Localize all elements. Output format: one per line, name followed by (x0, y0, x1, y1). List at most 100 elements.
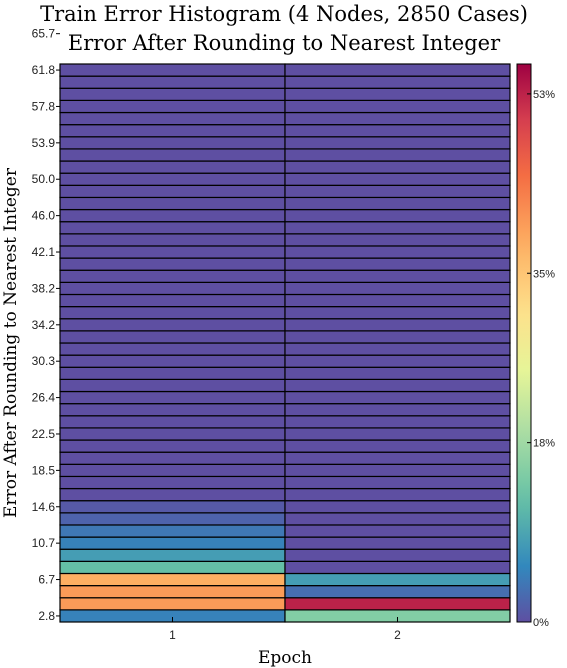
heatmap-cell (59, 403, 286, 417)
x-tick-label: 2 (394, 628, 401, 642)
heatmap-cell (59, 366, 286, 380)
heatmap-cell (59, 306, 286, 320)
heatmap-cell (284, 585, 511, 599)
heatmap-cell (59, 378, 286, 393)
heatmap-cell (59, 572, 286, 587)
heatmap-cell (59, 536, 286, 550)
heatmap-cell (284, 415, 511, 429)
y-tick-label: 22.5 (32, 427, 56, 441)
heatmap-cell (59, 269, 286, 283)
heatmap-cell (284, 451, 511, 465)
colorbar-tick-label: 53% (533, 89, 555, 101)
heatmap-cell (284, 124, 511, 138)
heatmap-cell (284, 500, 511, 514)
heatmap-cell (284, 427, 511, 441)
heatmap-cell (284, 184, 511, 199)
heatmap-cell (284, 487, 511, 502)
heatmap-cell (59, 475, 286, 490)
heatmap-cell (284, 512, 511, 526)
heatmap-cell (59, 111, 286, 126)
heatmap-cell (284, 306, 511, 320)
heatmap-cell (59, 257, 286, 271)
heatmap-cell (59, 124, 286, 138)
heatmap-cell (284, 390, 511, 405)
plot-frame (59, 63, 511, 623)
heatmap-cell (59, 585, 286, 599)
heatmap-cell (284, 293, 511, 308)
chart-title: Train Error Histogram (4 Nodes, 2850 Cas… (40, 2, 528, 26)
y-tick-label: 2.8 (38, 609, 55, 623)
y-tick-label: 18.5 (32, 463, 56, 477)
heatmap-cell (284, 354, 511, 368)
heatmap-cell (284, 148, 511, 162)
heatmap-cell (284, 439, 511, 453)
colorbar-ticks: 0% 18% 35% 53% (527, 89, 555, 629)
heatmap-cell (59, 439, 286, 453)
heatmap-cell (59, 221, 286, 235)
heatmap-cell (284, 99, 511, 114)
heatmap-cell (284, 281, 511, 296)
heatmap-cell (59, 390, 286, 405)
heatmap-cell (284, 245, 511, 259)
heatmap-cell (59, 245, 286, 259)
heatmap-cell (284, 87, 511, 101)
heatmap-cell (284, 257, 511, 271)
heatmap-cell (59, 500, 286, 514)
y-tick-label: 50.0 (32, 172, 56, 186)
heatmap-cell (284, 536, 511, 550)
y-tick-label: 34.2 (32, 318, 56, 332)
heatmap-cell (59, 427, 286, 441)
heatmap-cell (59, 318, 286, 332)
x-tick-label: 1 (169, 628, 176, 642)
y-tick-label: 65.7 (32, 27, 56, 41)
heatmap-cell (284, 597, 511, 611)
heatmap-cell (284, 221, 511, 235)
chart-subtitle: Error After Rounding to Nearest Integer (68, 31, 501, 55)
heatmap-cell (59, 597, 286, 611)
heatmap-cell (59, 208, 286, 223)
heatmap-cell (284, 330, 511, 344)
colorbar-tick-label: 35% (533, 268, 555, 280)
heatmap-cell (59, 451, 286, 465)
y-tick-label: 42.1 (32, 245, 56, 259)
heatmap-cell (284, 75, 511, 89)
heatmap-cell (59, 233, 286, 247)
heatmap-cell (59, 487, 286, 502)
heatmap-cell (284, 160, 511, 174)
heatmap-cell (284, 548, 511, 562)
y-tick-label: 14.6 (32, 500, 56, 514)
heatmap-cell (284, 111, 511, 126)
y-tick-label: 10.7 (32, 536, 56, 550)
heatmap-cell (59, 75, 286, 89)
colorbar-tick-label: 0% (533, 617, 549, 629)
heatmap-cell (59, 463, 286, 478)
heatmap-cell (59, 63, 286, 77)
y-tick-label: 53.9 (32, 136, 56, 150)
heatmap-cell (59, 160, 286, 174)
colorbar (516, 63, 532, 623)
y-axis-ticks: 2.8 6.7 10.7 14.6 18.5 22.5 26.4 30.3 34.2 38.2 42… (32, 27, 60, 623)
y-tick-label: 61.8 (32, 63, 56, 77)
heatmap-cell (59, 524, 286, 538)
heatmap-cell (284, 233, 511, 247)
heatmap-cell (59, 330, 286, 344)
heatmap-cell (59, 548, 286, 562)
heatmap-cell (59, 87, 286, 101)
heatmap-cell (59, 136, 286, 150)
heatmap-cell (284, 366, 511, 380)
x-axis-label: Epoch (258, 648, 312, 668)
heatmap-cell (284, 208, 511, 223)
y-tick-label: 57.8 (32, 99, 56, 113)
y-tick-label: 26.4 (32, 391, 56, 405)
y-tick-label: 46.0 (32, 209, 56, 223)
heatmap-cell (59, 415, 286, 429)
heatmap-cell (59, 342, 286, 356)
colorbar-tick-label: 18% (533, 438, 555, 450)
y-tick-label: 30.3 (32, 354, 56, 368)
heatmap-cell (59, 293, 286, 308)
y-axis-label: Error After Rounding to Nearest Integer (1, 167, 21, 518)
heatmap-cell (59, 281, 286, 296)
heatmap-cell (284, 524, 511, 538)
